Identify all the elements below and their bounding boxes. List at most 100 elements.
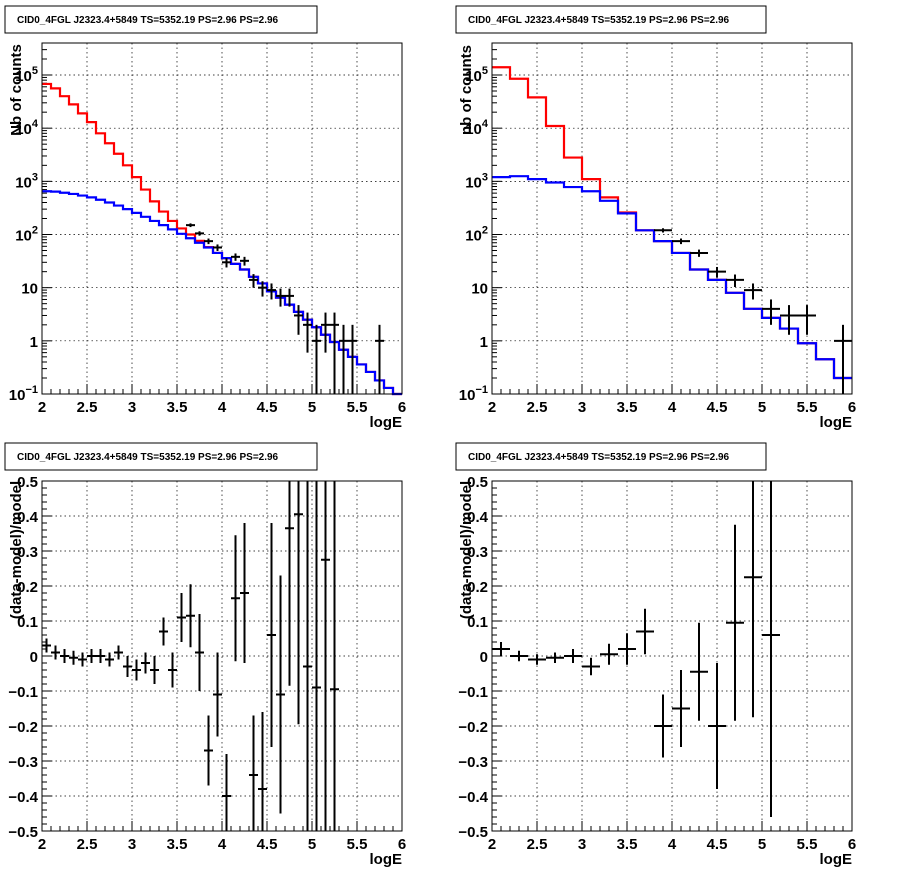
data-point [294, 305, 303, 335]
x-tick-label: 4.5 [707, 836, 728, 853]
y-tick-label: 105 [15, 65, 38, 85]
data-point [618, 633, 636, 665]
chart-panel-1: CID0_4FGL J2323.4+5849 TS=5352.19 PS=2.9… [4, 5, 406, 431]
y-tick-label: 0.5 [467, 474, 488, 491]
y-tick-label: −0.4 [8, 789, 38, 806]
data-point [222, 258, 231, 268]
data-point [123, 656, 132, 677]
data-point [546, 652, 564, 663]
data-point [582, 657, 600, 676]
chart-title-box [455, 442, 767, 471]
x-tick-label: 3 [578, 399, 586, 416]
data-point [87, 649, 96, 663]
x-tick-label: 2 [488, 836, 496, 853]
x-tick-label: 2.5 [527, 836, 548, 853]
data-point [312, 481, 321, 831]
data-point [330, 312, 339, 394]
data-point [636, 608, 654, 655]
data-point [105, 652, 114, 667]
x-tick-label: 5 [308, 399, 316, 416]
y-tick-label: −0.1 [458, 684, 488, 701]
y-tick-label: 1 [30, 334, 38, 351]
data-point [321, 312, 330, 353]
y-tick-label: 104 [15, 118, 39, 138]
data-point [600, 643, 618, 665]
chart-panel-3: CID0_4FGL J2323.4+5849 TS=5352.19 PS=2.9… [4, 442, 406, 868]
x-tick-label: 3 [578, 836, 586, 853]
data-point [249, 715, 258, 831]
data-point [267, 283, 276, 300]
y-tick-label: −0.1 [8, 684, 38, 701]
data-point [564, 649, 582, 663]
y-tick-label: −0.3 [458, 754, 488, 771]
y-tick-label: 10−1 [9, 384, 38, 404]
data-point [348, 324, 357, 394]
x-tick-label: 5 [758, 836, 766, 853]
data-point [213, 244, 222, 251]
data-point [213, 652, 222, 737]
plot-frame [41, 480, 403, 832]
y-tick-label: 0.3 [17, 544, 38, 561]
data-point [258, 712, 267, 831]
x-tick-label: 4 [668, 399, 677, 416]
x-tick-label: 3.5 [617, 399, 638, 416]
data-point [672, 670, 690, 747]
y-tick-label: 10 [471, 281, 488, 298]
data-point [294, 481, 303, 725]
x-tick-label: 4 [668, 836, 677, 853]
data-point [231, 253, 240, 261]
data-point [195, 231, 204, 236]
x-tick-label: 4.5 [707, 399, 728, 416]
data-point [690, 249, 708, 257]
data-point [258, 281, 267, 297]
data-point [276, 575, 285, 814]
y-tick-label: 10 [21, 281, 38, 298]
y-tick-label: 102 [465, 225, 488, 245]
y-tick-label: −0.3 [8, 754, 38, 771]
y-axis-label: (data-model)/model [8, 481, 25, 619]
y-tick-label: 10−1 [459, 384, 488, 404]
x-tick-label: 4.5 [257, 399, 278, 416]
data-point [267, 523, 276, 747]
x-tick-label: 4 [218, 399, 227, 416]
x-tick-label: 3.5 [167, 836, 188, 853]
y-axis-label: (data-model)/model [458, 481, 475, 619]
chart-title-box [4, 442, 318, 471]
y-tick-label: 0.5 [17, 474, 38, 491]
data-point [60, 649, 69, 663]
y-tick-label: 103 [465, 171, 488, 191]
data-point [51, 645, 60, 660]
x-tick-label: 4.5 [257, 836, 278, 853]
data-point [276, 288, 285, 307]
data-point [321, 481, 330, 831]
chart-title: CID0_4FGL J2323.4+5849 TS=5352.19 PS=2.9… [17, 452, 279, 463]
y-tick-label: 1 [480, 334, 488, 351]
data-point [303, 481, 312, 831]
x-tick-label: 3.5 [617, 836, 638, 853]
data-point [339, 324, 348, 394]
y-tick-label: 0 [30, 649, 38, 666]
y-tick-label: −0.5 [458, 824, 488, 841]
data-point [375, 324, 384, 394]
y-tick-label: 102 [15, 225, 38, 245]
chart-title-box [455, 5, 767, 34]
data-point [186, 223, 195, 228]
x-tick-label: 2 [38, 836, 46, 853]
x-tick-label: 2.5 [77, 399, 98, 416]
data-point [231, 535, 240, 662]
y-tick-label: −0.2 [458, 719, 488, 736]
y-tick-label: 105 [465, 65, 488, 85]
chart-title-box [4, 5, 318, 34]
data-point [726, 524, 744, 721]
y-tick-label: 104 [465, 118, 489, 138]
data-point [141, 652, 150, 674]
data-point [330, 481, 339, 831]
x-tick-label: 3 [128, 836, 136, 853]
x-axis-label: logE [370, 414, 403, 431]
data-point [528, 654, 546, 665]
x-tick-label: 5.5 [347, 399, 368, 416]
y-tick-label: 0 [480, 649, 488, 666]
y-axis-label: nb of counts [458, 45, 475, 135]
chart-panel-4: CID0_4FGL J2323.4+5849 TS=5352.19 PS=2.9… [455, 442, 856, 868]
